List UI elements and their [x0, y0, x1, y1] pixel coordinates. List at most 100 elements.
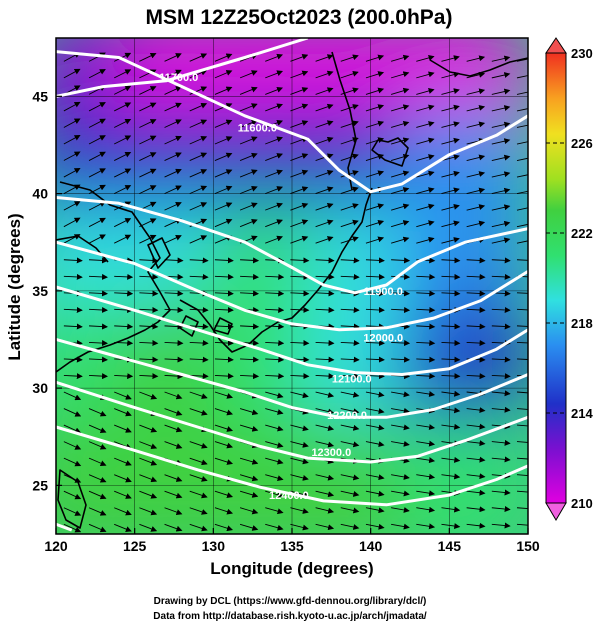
wind-arrow: [416, 104, 435, 112]
wind-arrow: [516, 259, 528, 261]
x-tick-label: 140: [359, 538, 383, 554]
wind-arrow: [340, 153, 359, 161]
wind-arrow: [239, 119, 258, 128]
colorbar-tick-label: 210: [571, 496, 593, 511]
wind-arrow: [466, 257, 486, 264]
wind-arrow: [265, 507, 284, 515]
wind-arrow: [391, 306, 411, 313]
wind-arrow: [315, 203, 334, 211]
wind-arrow: [63, 68, 81, 79]
wind-arrow: [214, 424, 234, 432]
contour-line: [56, 196, 528, 295]
wind-arrow: [63, 424, 82, 434]
wind-arrow: [63, 234, 81, 244]
wind-arrow: [189, 69, 208, 79]
wind-arrow: [114, 118, 132, 128]
wind-arrow: [89, 373, 109, 380]
wind-arrow: [365, 137, 385, 145]
wind-arrow: [315, 186, 334, 195]
wind-arrow: [239, 202, 258, 211]
wind-arrow: [466, 306, 486, 313]
wind-arrow: [365, 104, 385, 112]
wind-arrow: [390, 104, 410, 112]
wind-arrow: [239, 507, 259, 515]
wind-arrow: [214, 86, 233, 95]
y-tick-label: 30: [32, 380, 48, 396]
wind-arrow: [214, 457, 234, 465]
wind-arrow: [516, 223, 528, 228]
wind-arrow: [214, 490, 234, 499]
wind-arrow: [491, 273, 511, 280]
wind-arrow: [189, 53, 208, 62]
wind-arrow: [139, 257, 159, 264]
wind-arrow: [315, 169, 334, 178]
wind-arrow: [139, 69, 157, 79]
wind-arrow: [390, 54, 410, 62]
wind-arrow: [365, 71, 385, 79]
wind-arrow: [88, 424, 107, 433]
wind-arrow: [416, 523, 436, 530]
wind-arrow: [214, 202, 233, 211]
wind-arrow: [315, 373, 335, 380]
wind-arrow: [189, 136, 208, 145]
wind-arrow: [265, 523, 284, 531]
wind-arrow: [416, 71, 435, 79]
wind-arrow: [441, 137, 460, 145]
wind-arrow: [214, 408, 234, 416]
wind-arrow: [114, 323, 134, 330]
y-axis-label: Latitude (degrees): [5, 213, 24, 360]
wind-arrow: [441, 356, 461, 363]
wind-arrow: [390, 170, 410, 178]
wind-arrow: [164, 474, 183, 482]
wind-arrow: [265, 340, 285, 347]
wind-arrow: [491, 356, 511, 363]
wind-arrow: [365, 490, 385, 497]
wind-arrow: [340, 523, 360, 530]
wind-arrow: [214, 373, 234, 380]
wind-arrow: [265, 391, 284, 399]
wind-arrow: [466, 489, 486, 496]
wind-arrow: [315, 136, 334, 145]
wind-arrow: [516, 474, 528, 476]
wind-arrow: [139, 273, 159, 280]
wind-arrow: [88, 217, 106, 228]
wind-arrow: [441, 373, 461, 380]
wind-arrow: [290, 507, 309, 514]
wind-arrow: [441, 340, 461, 347]
wind-arrow: [63, 134, 81, 145]
wind-arrow: [139, 306, 159, 313]
colorbar: 230 226 222 218 214 210: [545, 37, 593, 521]
wind-arrow: [315, 120, 334, 128]
contour-label: 12400.0: [269, 490, 309, 502]
wind-arrow: [88, 135, 106, 145]
wind-arrow: [164, 441, 183, 449]
wind-arrow: [63, 118, 81, 128]
wind-arrow: [365, 306, 385, 313]
wind-arrow: [516, 308, 528, 311]
wind-arrow: [340, 203, 359, 211]
wind-arrow: [214, 70, 233, 79]
wind-arrow: [315, 507, 335, 514]
wind-arrow: [516, 408, 528, 410]
wind-arrow: [466, 340, 486, 347]
wind-arrow: [491, 390, 511, 397]
wind-arrow: [189, 185, 208, 195]
wind-arrow: [189, 273, 209, 280]
wind-arrow: [416, 490, 436, 497]
wind-arrow: [516, 240, 528, 244]
wind-arrow: [466, 171, 486, 178]
wind-arrow: [391, 407, 410, 414]
wind-arrow: [290, 257, 310, 264]
wind-arrow: [315, 103, 334, 112]
wind-arrow: [164, 86, 182, 95]
wind-arrow: [516, 325, 528, 327]
wind-arrow: [139, 490, 158, 499]
wind-arrow: [365, 236, 385, 244]
wind-arrow: [315, 391, 335, 398]
wind-arrow: [340, 273, 360, 280]
wind-arrow: [189, 86, 208, 95]
wind-arrow: [88, 523, 107, 533]
wind-arrow: [391, 440, 410, 447]
wind-arrow: [240, 290, 260, 297]
wind-arrow: [441, 273, 461, 280]
